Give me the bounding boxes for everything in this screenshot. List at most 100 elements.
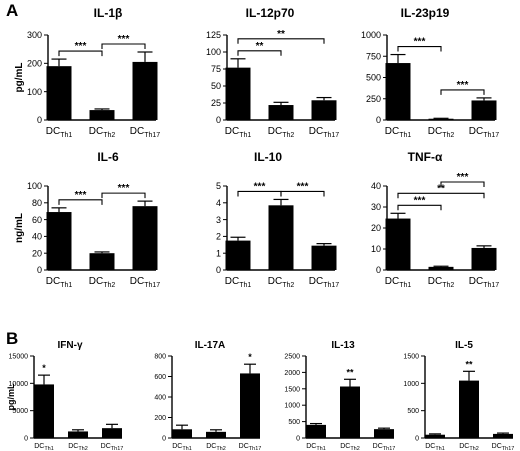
y-tick-label: 100 [27, 87, 42, 97]
y-tick-label: 200 [154, 415, 166, 422]
significance-bracket [397, 192, 485, 199]
significance-bracket [58, 50, 103, 57]
significance-bracket [237, 38, 325, 44]
significance-label: *** [118, 34, 130, 45]
bar [268, 205, 294, 270]
y-tick-label: 100 [27, 181, 42, 191]
bar [225, 67, 251, 120]
y-tick-label: 250 [366, 94, 381, 104]
y-tick-label: 5000 [12, 408, 28, 415]
significance-label: *** [414, 37, 426, 48]
y-tick-label: 0 [376, 115, 381, 125]
category-label: DCTh1 [34, 443, 54, 451]
y-tick-label: 1500 [403, 353, 419, 360]
chart-title: IL-10 [254, 150, 282, 164]
chart-il-1-: IL-1β pg/mL 0 100 200 300 DCTh1 DCTh2 DCTh17 *** *… [14, 6, 160, 139]
significance-bracket [237, 50, 282, 56]
significance-bracket [280, 190, 325, 197]
significance-bracket [397, 204, 442, 211]
bar [132, 206, 158, 270]
chart-title: IL-23p19 [401, 6, 450, 20]
significance-bracket [440, 89, 485, 95]
category-label: DCTh17 [239, 443, 262, 451]
y-tick-label: 2500 [284, 353, 300, 360]
category-label: DCTh1 [385, 276, 412, 289]
significance-label: *** [414, 195, 426, 206]
y-axis-label: ng/mL [14, 213, 25, 243]
bar [385, 218, 411, 270]
y-tick-label: 800 [154, 353, 166, 360]
chart-ifn-: IFN-γ pg/mL 0 5000 10000 15000 DCTh1 * DCTh2 DCTh… [6, 340, 123, 451]
y-tick-label: 500 [407, 408, 419, 415]
y-tick-label: 15000 [9, 353, 29, 360]
chart-il-23p19: IL-23p19 0 250 500 750 1000 DCTh1 DCTh2 DCTh17 **… [361, 6, 499, 139]
bar [428, 118, 454, 120]
chart-il-10: IL-10 0 1 2 3 4 5 DCTh1 DCTh2 DCTh17 *** *** [216, 150, 339, 289]
category-label: DCTh17 [373, 443, 396, 451]
bar-significance-label: ** [346, 367, 354, 377]
y-tick-label: 1 [216, 248, 221, 258]
bar-significance-label: ** [465, 359, 473, 369]
panel-letter-a: A [6, 1, 18, 20]
y-tick-label: 10000 [9, 381, 29, 388]
y-tick-label: 40 [371, 181, 381, 191]
significance-label: *** [75, 41, 87, 52]
y-tick-label: 600 [154, 374, 166, 381]
chart-il-5: IL-5 0 500 1000 1500 DCTh1 DCTh2 ** DCTh17 [403, 340, 514, 451]
y-tick-label: 1500 [284, 386, 300, 393]
significance-label: *** [457, 172, 469, 183]
chart-il-6: IL-6 ng/mL 0 20 40 60 80 100 DCTh1 DCTh2 DCTh17 ***… [14, 150, 160, 289]
y-tick-label: 20 [371, 223, 381, 233]
y-tick-label: 20 [32, 248, 42, 258]
category-label: DCTh17 [309, 126, 340, 139]
bar [311, 100, 337, 120]
bar [385, 63, 411, 120]
category-label: DCTh17 [492, 443, 515, 451]
bar [89, 253, 115, 270]
y-tick-label: 750 [366, 51, 381, 61]
bar [311, 245, 337, 270]
y-tick-label: 200 [27, 58, 42, 68]
chart-title: IL-6 [97, 150, 119, 164]
y-tick-label: 500 [366, 73, 381, 83]
significance-label: ** [256, 41, 264, 52]
chart-title: IFN-γ [58, 340, 83, 351]
bar [374, 429, 394, 438]
y-tick-label: 2000 [284, 370, 300, 377]
y-tick-label: 0 [162, 435, 166, 442]
y-tick-label: 0 [216, 265, 221, 275]
significance-label: *** [118, 183, 130, 194]
chart-title: IL-13 [331, 340, 355, 351]
category-label: DCTh1 [425, 443, 445, 451]
bar [340, 386, 360, 438]
chart-title: TNF-α [408, 150, 443, 164]
bar [493, 433, 513, 438]
bar [68, 431, 88, 438]
bar [172, 429, 192, 438]
panel-letter-b: B [6, 329, 18, 348]
y-tick-label: 500 [288, 419, 300, 426]
y-tick-label: 40 [32, 232, 42, 242]
significance-label: *** [457, 80, 469, 91]
bar [206, 431, 226, 438]
bar [471, 100, 497, 120]
y-tick-label: 80 [32, 198, 42, 208]
y-tick-label: 100 [206, 47, 221, 57]
category-label: DCTh2 [68, 443, 88, 451]
significance-bracket [397, 46, 442, 52]
category-label: DCTh17 [130, 126, 161, 139]
y-tick-label: 125 [206, 30, 221, 40]
y-tick-label: 5 [216, 181, 221, 191]
category-label: DCTh17 [469, 276, 500, 289]
category-label: DCTh2 [428, 126, 455, 139]
significance-label: *** [254, 181, 266, 192]
category-label: DCTh2 [459, 443, 479, 451]
category-label: DCTh2 [428, 276, 455, 289]
y-tick-label: 50 [211, 81, 221, 91]
y-tick-label: 2 [216, 232, 221, 242]
y-tick-label: 1000 [284, 403, 300, 410]
bar [132, 61, 158, 120]
bar [240, 373, 260, 438]
